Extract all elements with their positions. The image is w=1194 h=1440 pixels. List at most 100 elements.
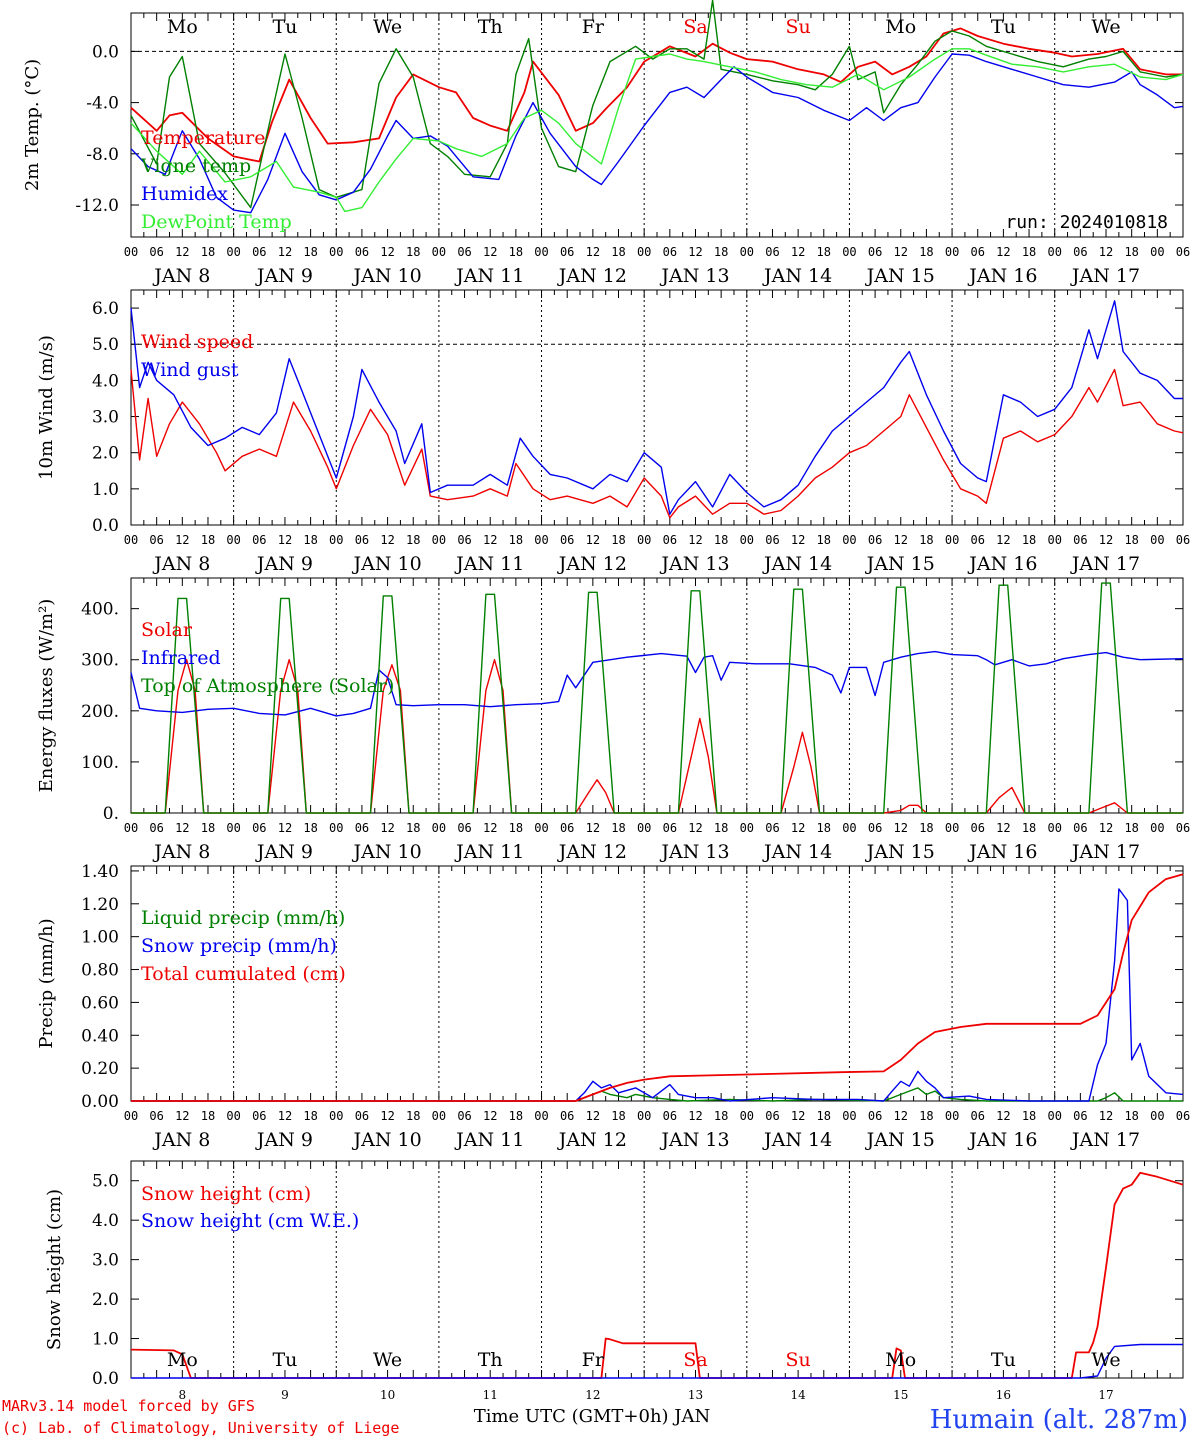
- legend-entry: Infrared: [141, 647, 221, 669]
- legend-entry: Solar: [141, 619, 193, 641]
- day-label: JAN 13: [659, 265, 729, 287]
- series-line: [130, 1171, 1184, 1379]
- hour-tick-label: 12: [791, 821, 805, 835]
- hour-tick-label: 12: [1099, 245, 1113, 259]
- hour-tick-label: 06: [252, 245, 266, 259]
- y-tick-label: -8.0: [86, 145, 119, 165]
- hour-tick-label: 18: [1124, 821, 1138, 835]
- hour-tick-label: 18: [509, 533, 523, 547]
- legend-entry: Snow height (cm): [141, 1183, 311, 1205]
- legend-entry: Wind speed: [141, 331, 253, 353]
- series-line: [130, 300, 1183, 515]
- hour-tick-label: 00: [842, 1109, 856, 1123]
- day-label: JAN 16: [967, 265, 1037, 287]
- hour-tick-label: 12: [175, 245, 189, 259]
- hour-tick-label: 18: [714, 821, 728, 835]
- hour-tick-label: 12: [483, 1109, 497, 1123]
- y-tick-label: 300.: [81, 651, 119, 671]
- hour-tick-label: 18: [303, 245, 317, 259]
- hour-tick-label: 18: [1022, 245, 1036, 259]
- day-number-label: 9: [281, 1388, 289, 1402]
- day-label: JAN 17: [1070, 553, 1140, 575]
- hour-tick-label: 06: [355, 245, 369, 259]
- hour-tick-label: 00: [637, 821, 651, 835]
- weekday-label-bottom: Mo: [885, 1349, 916, 1371]
- hour-tick-label: 00: [1047, 821, 1061, 835]
- y-axis-label: 10m Wind (m/s): [36, 335, 57, 480]
- hour-tick-label: 06: [560, 245, 574, 259]
- day-label: JAN 12: [557, 553, 627, 575]
- hour-tick-label: 18: [1124, 245, 1138, 259]
- day-label: JAN 16: [967, 841, 1037, 863]
- day-label: JAN 12: [557, 841, 627, 863]
- hour-tick-label: 06: [457, 245, 471, 259]
- legend-entry: Liquid precip (mm/h): [141, 907, 345, 929]
- hour-tick-label: 18: [303, 1109, 317, 1123]
- panel-3: [130, 577, 1184, 814]
- day-label: JAN 13: [659, 1129, 729, 1151]
- day-number-label: 16: [996, 1388, 1011, 1402]
- hour-tick-label: 18: [817, 533, 831, 547]
- y-axis-label: Energy fluxes (W/m²): [36, 599, 57, 793]
- hour-tick-label: 12: [894, 533, 908, 547]
- hour-tick-label: 18: [919, 245, 933, 259]
- hour-tick-label: 12: [688, 1109, 702, 1123]
- hour-tick-label: 00: [432, 821, 446, 835]
- day-number-label: 13: [688, 1388, 703, 1402]
- weekday-label: Fr: [582, 16, 605, 38]
- hour-tick-label: 18: [714, 245, 728, 259]
- hour-tick-label: 06: [560, 821, 574, 835]
- hour-tick-label: 18: [201, 821, 215, 835]
- panel-4: [130, 865, 1184, 1102]
- y-tick-label: 100.: [81, 753, 119, 773]
- weekday-label: Th: [478, 16, 503, 38]
- weekday-label-bottom: Sa: [683, 1349, 707, 1371]
- day-label: JAN 8: [152, 1129, 210, 1151]
- hour-tick-label: 00: [842, 245, 856, 259]
- hour-tick-label: 12: [586, 1109, 600, 1123]
- legend-entry: Temperature: [141, 127, 265, 149]
- y-tick-label: 3.0: [92, 1251, 119, 1271]
- y-tick-label: 1.40: [81, 862, 119, 882]
- hour-tick-label: 12: [688, 821, 702, 835]
- hour-tick-label: 12: [894, 1109, 908, 1123]
- weekday-label: Mo: [885, 16, 916, 38]
- hour-tick-label: 00: [124, 1109, 138, 1123]
- weekday-label-bottom: We: [1091, 1349, 1120, 1371]
- day-number-label: 17: [1098, 1388, 1113, 1402]
- hour-tick-label: 06: [149, 533, 163, 547]
- hour-tick-label: 06: [252, 1109, 266, 1123]
- hour-tick-label: 06: [149, 821, 163, 835]
- y-tick-label: 6.0: [92, 299, 119, 319]
- hour-tick-label: 12: [380, 1109, 394, 1123]
- day-label: JAN 17: [1070, 841, 1140, 863]
- hour-tick-label: 12: [996, 821, 1010, 835]
- hour-tick-label: 18: [817, 1109, 831, 1123]
- hour-tick-label: 12: [894, 821, 908, 835]
- weekday-label: Tu: [272, 16, 297, 38]
- day-label: JAN 14: [762, 841, 832, 863]
- hour-tick-label: 18: [509, 245, 523, 259]
- day-label: JAN 11: [454, 553, 524, 575]
- y-tick-label: 1.0: [92, 480, 119, 500]
- hour-tick-label: 00: [124, 821, 138, 835]
- hour-tick-label: 12: [1099, 1109, 1113, 1123]
- hour-tick-label: 00: [226, 533, 240, 547]
- weekday-label-bottom: Fr: [582, 1349, 605, 1371]
- day-label: JAN 11: [454, 265, 524, 287]
- hour-tick-label: 06: [1073, 245, 1087, 259]
- hour-tick-label: 06: [971, 1109, 985, 1123]
- hour-tick-label: 00: [945, 245, 959, 259]
- day-label: JAN 17: [1070, 265, 1140, 287]
- hour-tick-label: 06: [971, 821, 985, 835]
- day-label: JAN 13: [659, 841, 729, 863]
- day-number-label: 10: [380, 1388, 395, 1402]
- hour-tick-label: 12: [175, 821, 189, 835]
- hour-tick-label: 00: [226, 821, 240, 835]
- panel-1: [130, 0, 1184, 238]
- day-label: JAN 12: [557, 1129, 627, 1151]
- hour-tick-label: 00: [534, 1109, 548, 1123]
- y-tick-label: 3.0: [92, 408, 119, 428]
- y-axis-label: 2m Temp. (°C): [22, 59, 43, 191]
- series-line: [130, 27, 1183, 163]
